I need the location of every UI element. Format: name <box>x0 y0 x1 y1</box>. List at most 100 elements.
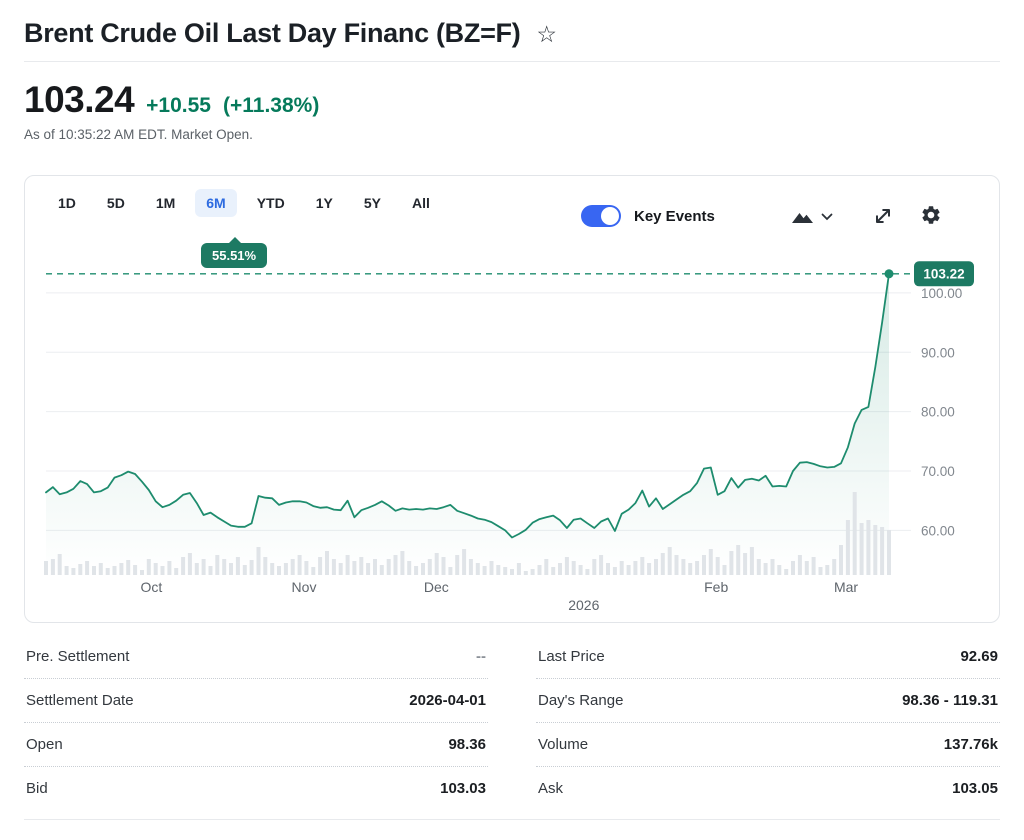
last-price-badge-text: 103.22 <box>923 266 964 281</box>
volume-bar <box>256 547 261 575</box>
volume-bar <box>325 551 329 575</box>
volume-bar <box>242 565 247 575</box>
key-events-label: Key Events <box>634 207 715 225</box>
volume-bar <box>119 563 124 575</box>
volume-bar <box>887 530 891 575</box>
volume-bar <box>654 559 658 575</box>
range-tab-5y[interactable]: 5Y <box>353 189 392 217</box>
volume-bar <box>482 566 487 575</box>
volume-bar <box>544 559 549 575</box>
volume-bar <box>174 568 179 575</box>
price-chart-canvas[interactable]: 100.00 90.00 80.00 70.00 60.00 103.22 Oct Nov De… <box>25 176 999 620</box>
volume-bar <box>434 553 439 575</box>
chart-type-mountain-icon <box>792 213 813 223</box>
y-tick-label: 80.00 <box>921 405 955 420</box>
bottom-divider <box>24 819 1000 820</box>
range-tab-1y[interactable]: 1Y <box>305 189 344 217</box>
stat-row: Bid 103.03 <box>24 767 488 810</box>
fullscreen-button[interactable] <box>871 204 895 228</box>
volume-bar <box>770 559 775 575</box>
chart-type-button[interactable] <box>789 206 835 228</box>
volume-bar <box>496 565 501 575</box>
stat-row: Day's Range 98.36 - 119.31 <box>536 679 1000 723</box>
chart-settings-button[interactable] <box>918 202 944 228</box>
volume-bar <box>660 553 665 575</box>
volume-bar <box>791 561 795 575</box>
volume-bar <box>366 563 371 575</box>
stat-value: 137.76k <box>943 736 998 753</box>
volume-bar <box>729 551 734 575</box>
last-price-badge <box>914 261 974 287</box>
volume-bar <box>592 559 597 575</box>
stat-value: -- <box>476 648 486 665</box>
volume-bar <box>146 559 151 575</box>
x-axis-year-label: 2026 <box>568 597 599 613</box>
x-tick-label: Dec <box>424 579 449 595</box>
range-tab-all[interactable]: All <box>401 189 441 217</box>
key-events-toggle[interactable] <box>581 205 621 227</box>
volume-bar <box>564 557 569 575</box>
volume-bar <box>722 565 727 575</box>
stat-label: Bid <box>26 780 48 797</box>
volume-bar <box>558 563 562 575</box>
volume-bar <box>201 559 206 575</box>
volume-bar <box>571 561 576 575</box>
stat-value: 98.36 <box>448 736 486 753</box>
volume-bar <box>523 571 528 575</box>
volume-bar <box>743 553 748 575</box>
volume-bar <box>181 557 186 575</box>
volume-bar <box>249 560 254 575</box>
settings-gear-icon <box>922 206 940 224</box>
range-tab-1d[interactable]: 1D <box>47 189 87 217</box>
range-tab-ytd[interactable]: YTD <box>246 189 296 217</box>
volume-bar <box>530 569 535 575</box>
toggle-knob <box>601 207 619 225</box>
volume-bar <box>64 566 69 575</box>
volume-bar <box>421 563 425 575</box>
chevron-down-icon <box>821 213 833 221</box>
quote-statistics: Pre. Settlement -- Settlement Date 2026-04-… <box>24 635 1000 810</box>
price-line <box>45 272 890 539</box>
volume-bar <box>78 564 83 575</box>
volume-bar <box>57 554 62 575</box>
stat-label: Open <box>26 736 63 753</box>
volume-bar <box>468 559 473 575</box>
x-tick-label: Nov <box>292 579 317 595</box>
volume-bar <box>845 520 850 575</box>
range-tab-5d[interactable]: 5D <box>96 189 136 217</box>
as-of-timestamp: As of 10:35:22 AM EDT. Market Open. <box>24 126 253 142</box>
y-tick-label: 70.00 <box>921 464 955 479</box>
volume-bar <box>359 557 364 575</box>
volume-bar <box>647 563 652 575</box>
star-watchlist-icon[interactable]: ☆ <box>536 21 558 47</box>
volume-bar <box>551 567 556 575</box>
volume-bar <box>749 547 754 575</box>
range-change-badge: 55.51% <box>201 237 268 268</box>
stat-row: Ask 103.05 <box>536 767 1000 810</box>
volume-bar <box>797 555 802 575</box>
volume-bar <box>92 566 96 575</box>
volume-bar <box>407 561 412 575</box>
quote-section: 103.24 +10.55 (+11.38%) As of 10:35:22 A… <box>0 62 1024 142</box>
volume-bar <box>585 569 590 575</box>
volume-bar <box>578 565 583 575</box>
chart-card: 100.00 90.00 80.00 70.00 60.00 103.22 Oct Nov De… <box>24 175 1000 623</box>
volume-bar <box>674 555 679 575</box>
volume-bar <box>194 563 199 575</box>
stat-label: Day's Range <box>538 692 624 709</box>
volume-bar <box>503 567 508 575</box>
stat-label: Settlement Date <box>26 692 134 709</box>
volume-bar <box>866 520 871 575</box>
volume-bar <box>619 561 624 575</box>
range-tab-6m[interactable]: 6M <box>195 189 237 217</box>
volume-bar <box>811 557 816 575</box>
volume-bar <box>859 523 864 575</box>
volume-bar <box>695 561 700 575</box>
volume-bar <box>318 557 323 575</box>
volume-bar <box>386 559 391 575</box>
volume-bar <box>681 559 686 575</box>
volume-bar <box>187 553 192 575</box>
range-tab-1m[interactable]: 1M <box>145 189 186 217</box>
volume-bar <box>702 555 706 575</box>
stat-row: Open 98.36 <box>24 723 488 767</box>
